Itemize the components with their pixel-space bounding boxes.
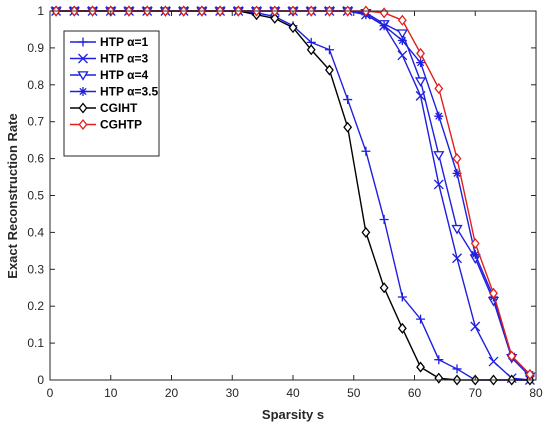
- data-point: [470, 237, 480, 250]
- data-point: [416, 47, 426, 59]
- data-point: [452, 364, 462, 374]
- data-point: [343, 121, 353, 133]
- data-point: [451, 224, 463, 235]
- x-tick-label: 20: [165, 386, 179, 400]
- x-tick-label: 30: [226, 386, 240, 400]
- data-point: [433, 151, 445, 161]
- data-point: [434, 355, 444, 365]
- data-point: [470, 250, 480, 260]
- y-tick-label: 0: [37, 373, 44, 387]
- data-point: [416, 361, 426, 373]
- ticks-layer: 0 10 20 30 40 50 60 70 80 0 0.1 0.2 0.3 0.4 0.5 0.6 0.7 0…: [27, 4, 543, 400]
- x-tick-label: 50: [347, 386, 361, 400]
- data-point: [452, 253, 462, 264]
- data-point: [489, 287, 498, 299]
- data-point: [324, 45, 334, 55]
- data-point: [416, 314, 426, 324]
- data-point: [325, 64, 334, 76]
- x-tick-label: 0: [47, 386, 54, 400]
- legend-marker: [78, 118, 88, 131]
- legend-marker: [77, 71, 89, 81]
- y-tick-label: 0.8: [27, 78, 44, 92]
- legend-label: CGHTP: [100, 118, 142, 132]
- data-point: [306, 44, 316, 56]
- y-tick-label: 0.3: [27, 262, 44, 276]
- x-tick-label: 60: [408, 386, 422, 400]
- data-point: [379, 214, 389, 224]
- y-tick-label: 0.2: [27, 299, 44, 313]
- data-point: [397, 322, 407, 334]
- legend-label: HTP α=1: [100, 35, 149, 49]
- data-point: [343, 95, 353, 105]
- data-point: [433, 179, 444, 190]
- data-point: [434, 111, 444, 121]
- y-tick-label: 0.4: [27, 225, 44, 239]
- legend-item: HTP α=4: [70, 68, 149, 82]
- data-point: [397, 14, 407, 26]
- data-point: [396, 29, 408, 39]
- y-tick-label: 0.9: [27, 41, 44, 55]
- data-point: [288, 22, 298, 34]
- data-point: [379, 21, 389, 31]
- y-tick-label: 0.6: [27, 152, 44, 166]
- legend-label: HTP α=3: [100, 52, 149, 66]
- legend-item: HTP α=1: [70, 35, 149, 49]
- x-tick-label: 10: [104, 386, 118, 400]
- data-point: [416, 58, 426, 68]
- y-tick-label: 0.7: [27, 115, 44, 129]
- y-tick-label: 0.5: [27, 189, 44, 203]
- data-point: [470, 321, 481, 332]
- data-point: [525, 368, 535, 381]
- x-axis-title: Sparsity s: [262, 407, 324, 422]
- data-point: [270, 12, 280, 24]
- data-point: [379, 282, 389, 294]
- data-point: [397, 50, 408, 61]
- legend-item: HTP α=3: [70, 52, 149, 66]
- legend: HTP α=1 HTP α=3 HTP α=4 HTP α=3.5 CGIHT CGHTP: [63, 30, 160, 157]
- data-point: [452, 153, 462, 165]
- legend-label: HTP α=3.5: [100, 85, 159, 99]
- legend-marker: [78, 87, 88, 96]
- y-axis-title: Exact Reconstruction Rate: [5, 113, 20, 278]
- legend-box: [63, 30, 160, 157]
- y-tick-label: 0.1: [27, 336, 44, 350]
- y-tick-label: 1: [37, 4, 44, 18]
- legend-label: HTP α=4: [100, 68, 149, 82]
- x-tick-label: 80: [529, 386, 543, 400]
- legend-item: CGHTP: [70, 118, 142, 132]
- data-point: [434, 82, 444, 95]
- data-point: [361, 146, 371, 156]
- data-point: [414, 77, 427, 87]
- data-point: [361, 226, 371, 238]
- data-point: [397, 36, 407, 46]
- data-point: [397, 292, 407, 302]
- legend-item: HTP α=3.5: [70, 85, 159, 99]
- legend-item: CGIHT: [70, 101, 138, 115]
- legend-marker: [78, 37, 88, 47]
- data-point: [488, 356, 499, 367]
- legend-marker: [78, 102, 88, 114]
- x-tick-label: 40: [286, 386, 300, 400]
- legend-marker: [78, 53, 88, 64]
- data-point: [452, 168, 462, 178]
- legend-label: CGIHT: [100, 101, 138, 115]
- x-tick-label: 70: [469, 386, 483, 400]
- data-point: [507, 350, 517, 362]
